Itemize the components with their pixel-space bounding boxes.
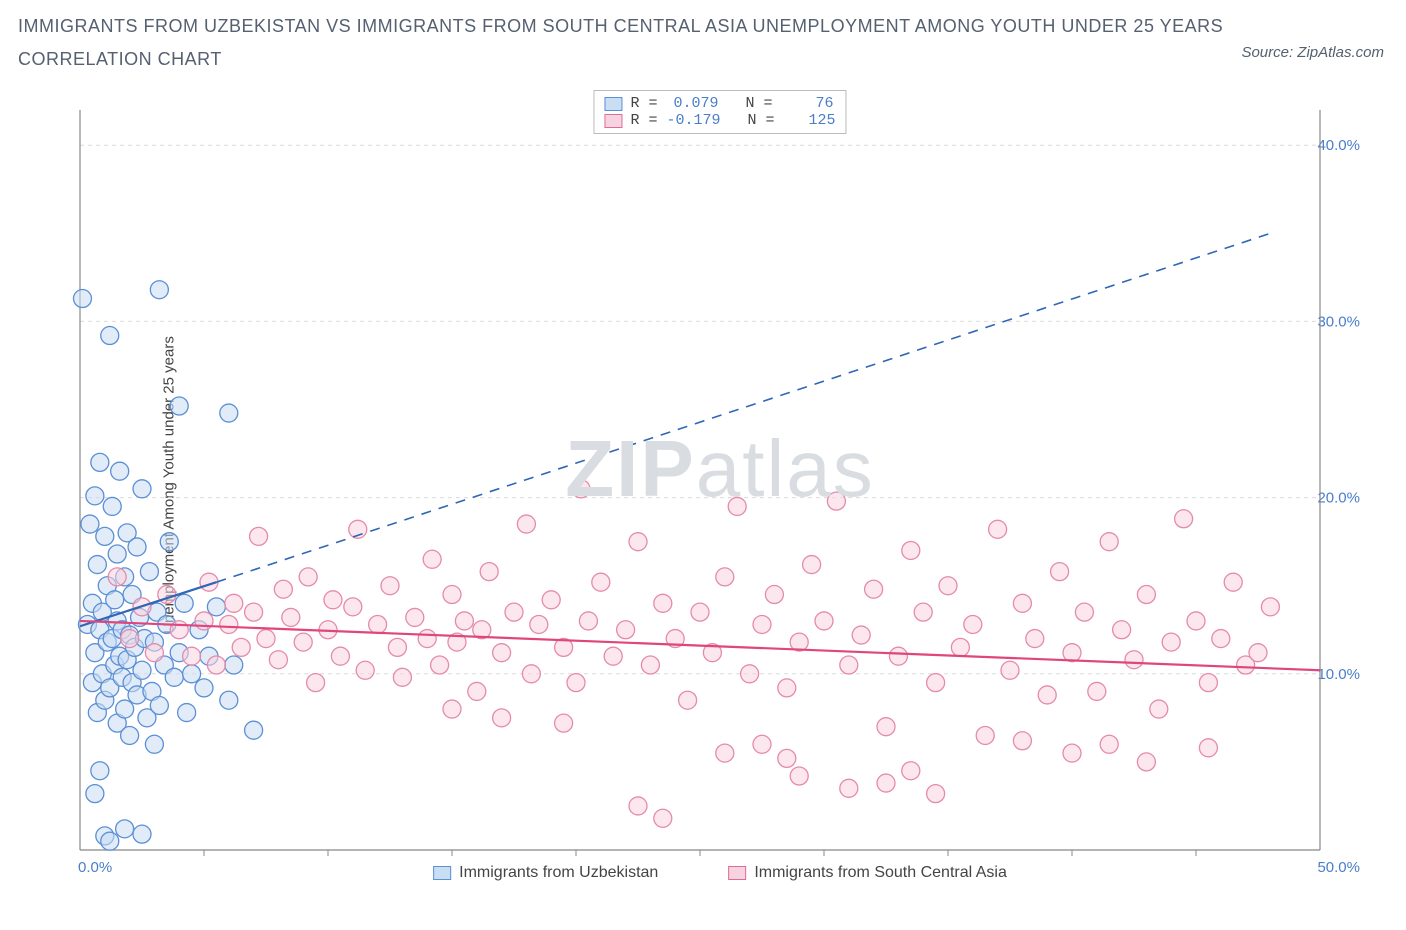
svg-text:10.0%: 10.0%	[1317, 666, 1360, 683]
bottom-legend-label: Immigrants from South Central Asia	[754, 864, 1007, 882]
legend-swatch	[728, 866, 746, 880]
svg-text:20.0%: 20.0%	[1317, 490, 1360, 507]
source-attribution: Source: ZipAtlas.com	[1241, 44, 1384, 61]
chart-svg: 10.0% 20.0% 30.0% 40.0% 0.0% 50.0%	[60, 90, 1380, 880]
bottom-legend: Immigrants from Uzbekistan Immigrants fro…	[433, 864, 1007, 882]
stats-legend-text: R = 0.079 N = 76	[630, 95, 833, 112]
stats-legend-row: R = -0.179 N = 125	[604, 112, 835, 129]
stats-legend-text: R = -0.179 N = 125	[630, 112, 835, 129]
chart-title-block: IMMIGRANTS FROM UZBEKISTAN VS IMMIGRANTS…	[18, 16, 1223, 70]
legend-swatch	[604, 114, 622, 128]
bottom-legend-item: Immigrants from Uzbekistan	[433, 864, 658, 882]
stats-legend-row: R = 0.079 N = 76	[604, 95, 835, 112]
chart-title-line2: CORRELATION CHART	[18, 49, 1223, 70]
bottom-legend-item: Immigrants from South Central Asia	[728, 864, 1007, 882]
legend-swatch	[433, 866, 451, 880]
legend-swatch	[604, 97, 622, 111]
svg-text:40.0%: 40.0%	[1317, 137, 1360, 154]
bottom-legend-label: Immigrants from Uzbekistan	[459, 864, 658, 882]
chart-title-line1: IMMIGRANTS FROM UZBEKISTAN VS IMMIGRANTS…	[18, 16, 1223, 37]
svg-text:50.0%: 50.0%	[1317, 859, 1360, 876]
correlation-chart: Unemployment Among Youth under 25 years …	[60, 90, 1380, 880]
svg-text:0.0%: 0.0%	[78, 859, 112, 876]
stats-legend-box: R = 0.079 N = 76R = -0.179 N = 125	[593, 90, 846, 134]
svg-text:30.0%: 30.0%	[1317, 313, 1360, 330]
